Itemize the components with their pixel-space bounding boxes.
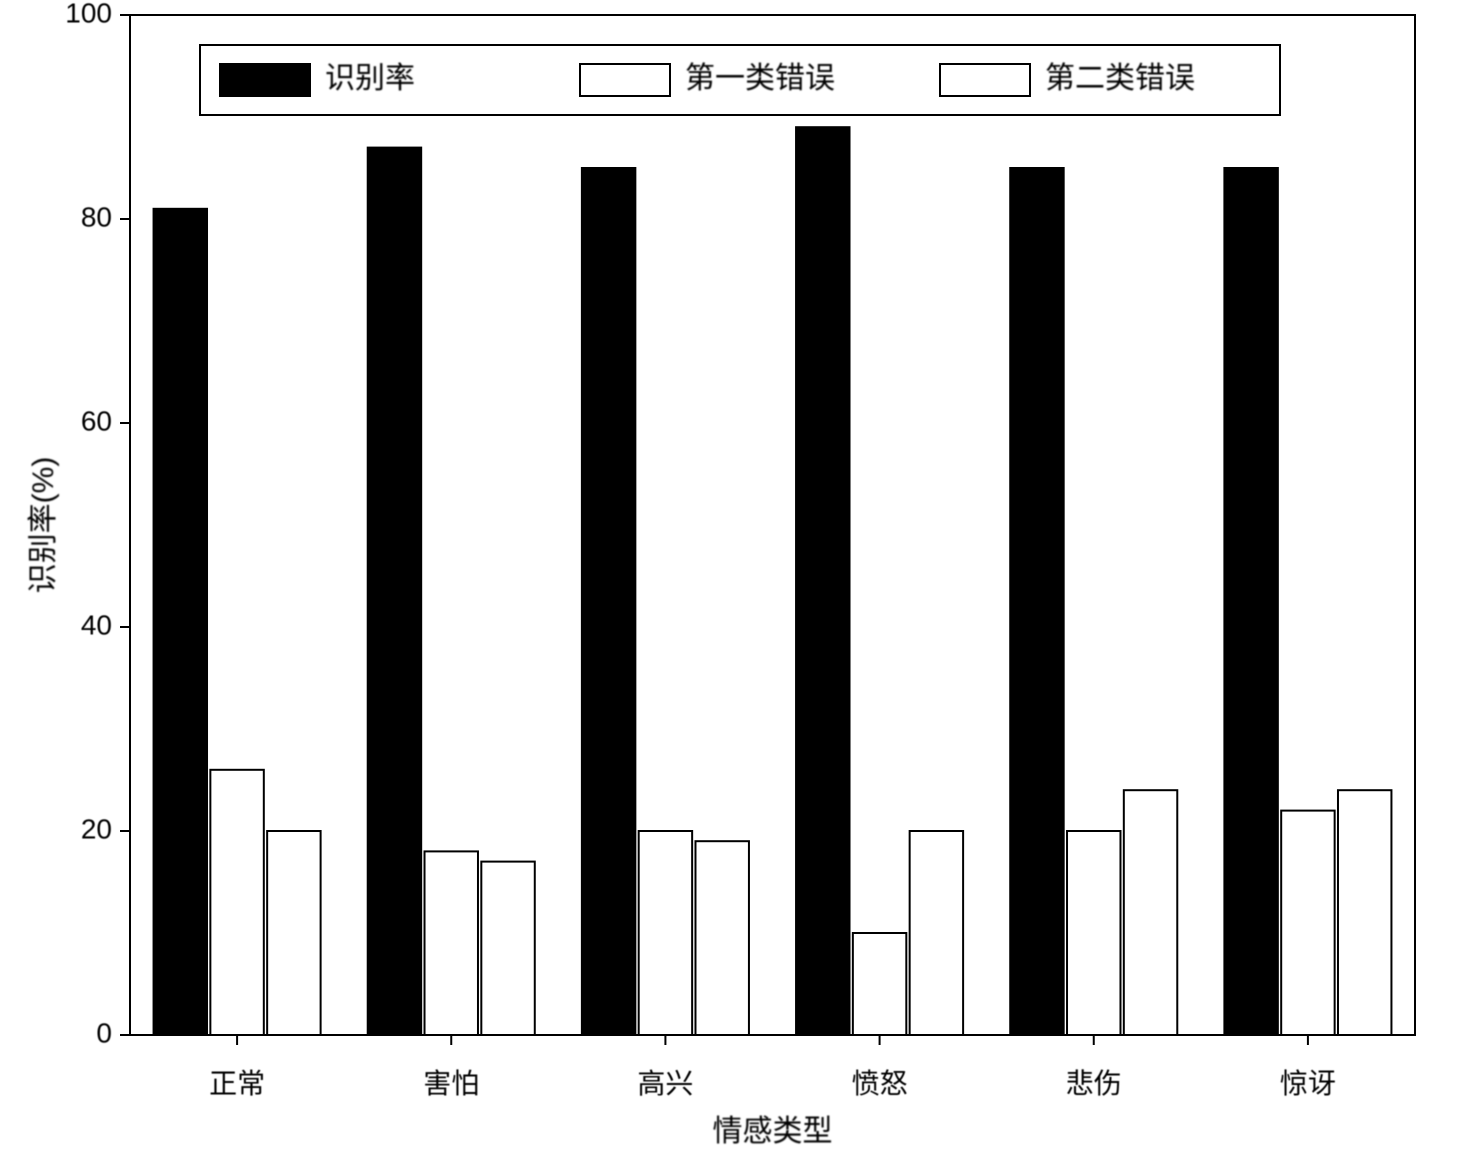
- bar: [1067, 831, 1120, 1035]
- y-axis-label: 识别率(%): [27, 457, 60, 594]
- y-tick-label: 60: [81, 405, 112, 436]
- plot-border: [130, 15, 1415, 1035]
- bar: [425, 851, 478, 1035]
- bar: [481, 862, 534, 1035]
- legend-label: 第一类错误: [685, 62, 835, 95]
- bar: [368, 148, 421, 1035]
- x-tick-label: 悲伤: [1066, 1068, 1122, 1099]
- chart-container: 0 20 40 60 80 100 识别率(%) 正常 害怕 高兴 愤怒 悲伤 惊讶情感类型 识别率 第一类…: [0, 0, 1461, 1159]
- y-tick-label: 40: [81, 609, 112, 640]
- x-tick-label: 惊讶: [1280, 1068, 1336, 1099]
- y-tick-label: 80: [81, 201, 112, 232]
- bar: [1338, 790, 1391, 1035]
- x-tick-label: 愤怒: [852, 1068, 908, 1099]
- legend-swatch: [580, 64, 670, 96]
- bar: [1224, 168, 1277, 1035]
- bar: [1281, 811, 1334, 1035]
- bar: [1010, 168, 1063, 1035]
- bar: [639, 831, 692, 1035]
- bar: [796, 127, 849, 1035]
- legend-swatch: [220, 64, 310, 96]
- x-tick-label: 害怕: [423, 1068, 479, 1099]
- bar: [210, 770, 263, 1035]
- x-tick-label: 高兴: [637, 1068, 693, 1099]
- bar: [154, 209, 207, 1035]
- bar: [1124, 790, 1177, 1035]
- y-tick-label: 20: [81, 813, 112, 844]
- bar: [910, 831, 963, 1035]
- legend-label: 第二类错误: [1045, 62, 1195, 95]
- x-axis-label: 情感类型: [713, 1115, 833, 1148]
- bar: [582, 168, 635, 1035]
- legend-label: 识别率: [325, 62, 415, 95]
- bar: [853, 933, 906, 1035]
- bar-chart: 0 20 40 60 80 100 识别率(%) 正常 害怕 高兴 愤怒 悲伤 惊讶情感类型 识别率 第一类…: [0, 0, 1461, 1159]
- y-tick-label: 0: [96, 1017, 112, 1048]
- y-tick-label: 100: [65, 0, 112, 28]
- bar: [695, 841, 748, 1035]
- bar: [267, 831, 320, 1035]
- x-tick-label: 正常: [209, 1068, 265, 1099]
- legend-swatch: [940, 64, 1030, 96]
